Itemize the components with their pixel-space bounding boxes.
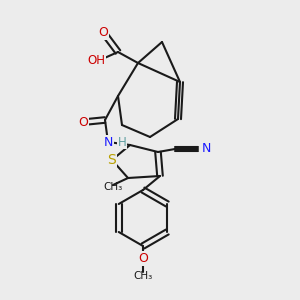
Text: H: H — [118, 136, 126, 148]
Text: S: S — [108, 153, 116, 167]
Text: O: O — [138, 251, 148, 265]
Text: CH₃: CH₃ — [103, 182, 123, 192]
Text: N: N — [201, 142, 211, 155]
Text: OH: OH — [87, 53, 105, 67]
Text: O: O — [78, 116, 88, 128]
Text: N: N — [103, 136, 113, 148]
Text: O: O — [98, 26, 108, 38]
Text: CH₃: CH₃ — [134, 271, 153, 281]
